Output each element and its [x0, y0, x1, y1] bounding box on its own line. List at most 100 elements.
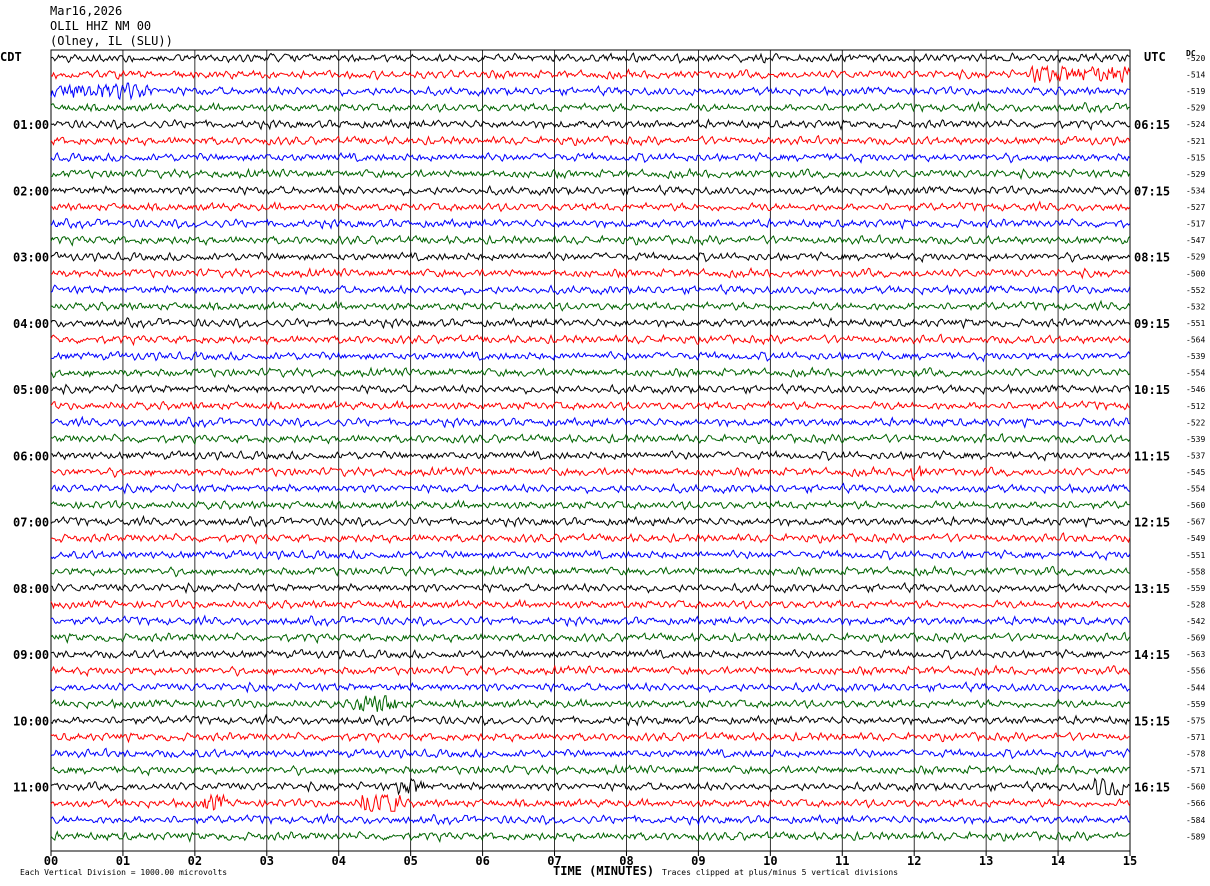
dc-offset-label: -556 [1186, 667, 1205, 676]
dc-offset-label: -554 [1186, 485, 1205, 494]
seismic-trace [50, 100, 1130, 114]
utc-hour-label: 14:15 [1134, 648, 1170, 662]
dc-offset-label: -559 [1186, 584, 1205, 593]
dc-offset-label: -551 [1186, 319, 1205, 328]
seismic-trace [50, 664, 1131, 678]
seismic-trace [50, 499, 1130, 511]
dc-offset-label: -539 [1186, 435, 1205, 444]
seismic-trace [50, 747, 1131, 760]
seismic-trace [50, 316, 1131, 330]
utc-axis-title: UTC [1144, 50, 1166, 64]
dc-offset-label: -527 [1186, 203, 1205, 212]
seismic-trace [50, 514, 1131, 529]
cdt-hour-label: 02:00 [13, 184, 49, 198]
dc-offset-label: -537 [1186, 451, 1205, 460]
x-tick-label: 11 [835, 854, 849, 868]
dc-offset-label: -558 [1186, 567, 1205, 576]
x-tick-label: 03 [260, 854, 274, 868]
cdt-hour-label: 10:00 [13, 714, 49, 728]
dc-offset-label: -578 [1186, 750, 1205, 759]
utc-hour-label: 06:15 [1134, 118, 1170, 132]
seismic-trace [50, 200, 1131, 213]
cdt-axis-title: CDT [0, 50, 22, 64]
dc-offset-label: -520 [1186, 54, 1205, 63]
seismic-trace [50, 614, 1131, 628]
dc-offset-label: -544 [1186, 683, 1205, 692]
seismic-trace [50, 631, 1131, 645]
dc-offset-label: -563 [1186, 650, 1205, 659]
x-tick-label: 05 [403, 854, 417, 868]
dc-offset-label: -521 [1186, 137, 1205, 146]
seismic-trace [50, 648, 1130, 660]
seismic-trace [50, 713, 1131, 727]
x-tick-label: 07 [547, 854, 561, 868]
dc-offset-label: -539 [1186, 352, 1205, 361]
x-tick-label: 06 [475, 854, 489, 868]
seismic-trace [50, 134, 1131, 147]
seismic-trace [51, 449, 1131, 462]
dc-offset-label: -560 [1186, 783, 1205, 792]
scale-note: Each Vertical Division = 1000.00 microvo… [20, 868, 228, 877]
seismic-trace [50, 830, 1131, 843]
dc-offset-label: -534 [1186, 186, 1205, 195]
dc-offset-label: -546 [1186, 385, 1205, 394]
cdt-hour-label: 07:00 [13, 516, 49, 530]
dc-offset-label: -584 [1186, 816, 1205, 825]
dc-offset-label: -552 [1186, 286, 1205, 295]
dc-offset-label: -560 [1186, 501, 1205, 510]
dc-offset-label: -547 [1186, 236, 1205, 245]
seismic-trace [50, 64, 1131, 84]
dc-offset-label: -551 [1186, 551, 1205, 560]
x-tick-label: 15 [1123, 854, 1137, 868]
seismic-trace [50, 777, 1131, 796]
seismic-trace [50, 532, 1131, 545]
seismic-trace [50, 399, 1131, 412]
utc-hour-label: 09:15 [1134, 317, 1170, 331]
dc-offset-label: -519 [1186, 87, 1205, 96]
dc-offset-label: -524 [1186, 120, 1205, 129]
cdt-hour-label: 01:00 [13, 118, 49, 132]
seismic-trace [50, 482, 1130, 495]
dc-offset-label: -549 [1186, 534, 1205, 543]
dc-offset-label: -559 [1186, 700, 1205, 709]
seismic-trace [50, 299, 1131, 312]
seismic-trace [50, 283, 1131, 296]
dc-offset-label: -589 [1186, 832, 1205, 841]
dc-offset-label: -554 [1186, 369, 1205, 378]
seismic-trace [50, 763, 1130, 777]
seismic-trace [50, 415, 1130, 429]
utc-hour-label: 10:15 [1134, 383, 1170, 397]
seismic-trace [50, 383, 1131, 396]
dc-offset-label: -566 [1186, 799, 1205, 808]
dc-offset-label: -529 [1186, 170, 1205, 179]
utc-hour-label: 11:15 [1134, 449, 1170, 463]
seismic-trace [50, 184, 1131, 197]
seismic-trace [50, 118, 1131, 131]
seismic-trace [51, 167, 1131, 181]
cdt-hour-label: 08:00 [13, 582, 49, 596]
dc-offset-label: -571 [1186, 766, 1205, 775]
seismic-trace [50, 565, 1131, 578]
utc-hour-label: 13:15 [1134, 582, 1170, 596]
seismic-trace [50, 52, 1130, 64]
clip-note: Traces clipped at plus/minus 5 vertical … [662, 868, 899, 877]
cdt-hour-label: 05:00 [13, 383, 49, 397]
x-tick-label: 01 [116, 854, 130, 868]
seismic-trace [50, 82, 1130, 101]
seismic-trace [50, 217, 1131, 231]
x-tick-label: 00 [44, 854, 58, 868]
seismic-trace [50, 151, 1131, 164]
dc-offset-label: -500 [1186, 269, 1205, 278]
cdt-hour-label: 11:00 [13, 781, 49, 795]
utc-hour-label: 15:15 [1134, 714, 1170, 728]
cdt-hour-label: 03:00 [13, 251, 49, 265]
seismic-trace [50, 366, 1131, 379]
dc-offset-label: -575 [1186, 716, 1205, 725]
seismic-trace [50, 549, 1131, 562]
seismic-trace [50, 793, 1131, 812]
dc-offset-label: -515 [1186, 153, 1205, 162]
seismic-trace [50, 234, 1131, 247]
dc-offset-label: -571 [1186, 733, 1205, 742]
dc-offset-label: -522 [1186, 418, 1205, 427]
x-axis-title: TIME (MINUTES) [553, 864, 655, 878]
